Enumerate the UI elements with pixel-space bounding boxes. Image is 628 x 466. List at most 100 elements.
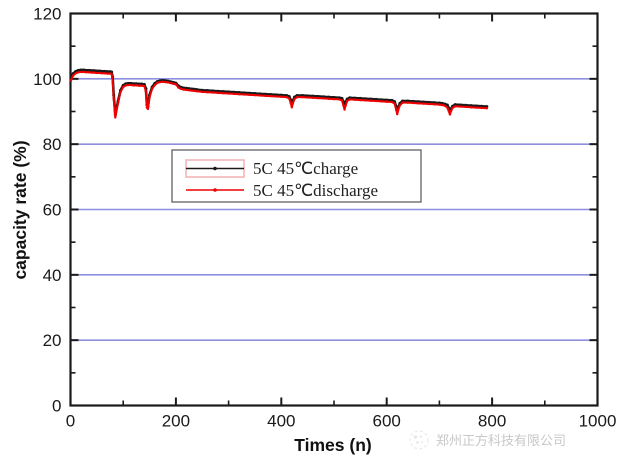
data-point	[201, 90, 204, 94]
data-point	[140, 84, 143, 87]
data-point	[290, 106, 294, 109]
data-point	[385, 100, 388, 103]
data-point	[440, 103, 444, 107]
data-point	[374, 99, 378, 103]
data-point	[119, 90, 122, 94]
data-point	[82, 70, 85, 74]
watermark: 郑州正方科技有限公司	[409, 430, 566, 450]
data-point	[77, 71, 80, 74]
data-point	[289, 102, 292, 105]
data-point	[193, 89, 196, 93]
y-tick-label-40: 40	[43, 266, 62, 285]
data-point	[111, 79, 114, 82]
data-point	[177, 86, 180, 89]
data-point	[90, 69, 94, 73]
data-point	[306, 96, 309, 99]
data-point	[158, 80, 162, 84]
data-point	[227, 92, 230, 95]
data-point	[345, 99, 349, 103]
y-axis-ticks	[70, 12, 598, 407]
data-point	[93, 71, 96, 74]
x-tick-label-400: 400	[267, 412, 295, 431]
data-point	[445, 103, 449, 107]
data-point	[132, 84, 135, 87]
data-point	[454, 105, 457, 108]
data-point	[164, 80, 167, 84]
data-point	[100, 69, 104, 73]
data-point	[87, 71, 91, 74]
data-point	[211, 91, 214, 94]
data-point	[161, 80, 164, 83]
data-point	[182, 88, 186, 91]
data-point	[187, 89, 191, 92]
data-point	[100, 72, 104, 75]
data-point	[259, 94, 262, 97]
data-point	[156, 81, 159, 84]
data-point	[127, 83, 130, 87]
data-point	[216, 91, 220, 95]
data-point	[174, 83, 178, 86]
data-point	[222, 92, 225, 95]
data-point	[397, 108, 400, 112]
data-point	[422, 102, 425, 105]
data-point	[148, 95, 151, 99]
data-point	[485, 107, 489, 110]
gridlines	[70, 78, 598, 341]
x-axis-ticks	[69, 13, 599, 406]
data-point	[114, 116, 117, 119]
data-point	[344, 104, 347, 107]
data-point	[103, 72, 106, 75]
data-point	[369, 99, 373, 102]
data-point	[316, 96, 320, 100]
data-point	[264, 94, 267, 98]
data-point	[116, 102, 120, 105]
data-point	[380, 100, 383, 103]
data-point	[103, 69, 107, 73]
data-point	[427, 102, 431, 106]
legend-marker-discharge	[213, 188, 217, 192]
data-point	[79, 68, 83, 72]
data-point	[106, 72, 109, 75]
data-point	[364, 99, 367, 102]
legend-entry-charge[interactable]: 5C 45℃charge	[185, 159, 358, 178]
data-point	[97, 69, 101, 73]
data-point	[401, 101, 404, 104]
series-discharge	[69, 70, 489, 119]
data-point	[76, 68, 80, 72]
data-point	[447, 110, 451, 113]
data-point	[327, 97, 330, 100]
data-point	[79, 70, 83, 74]
data-point	[124, 84, 128, 87]
data-point	[411, 101, 415, 105]
data-point	[153, 83, 157, 87]
y-tick-label-80: 80	[43, 135, 62, 154]
data-point	[84, 68, 88, 72]
data-point	[95, 69, 99, 73]
data-point	[288, 97, 291, 100]
data-point	[85, 71, 88, 74]
data-point	[237, 92, 241, 96]
data-point	[143, 84, 146, 88]
x-axis-tick-labels: 0 200 400 600 800 1000	[66, 412, 617, 431]
data-point	[166, 81, 170, 84]
x-tick-label-200: 200	[162, 412, 190, 431]
data-point	[417, 102, 420, 105]
x-tick-label-0: 0	[66, 412, 75, 431]
data-point	[90, 71, 93, 74]
data-point	[348, 98, 352, 101]
data-point	[172, 82, 175, 85]
data-point	[390, 100, 394, 104]
legend-label-discharge: 5C 45℃discharge	[253, 181, 378, 200]
data-point	[232, 92, 236, 96]
data-point	[146, 107, 150, 111]
data-point	[285, 95, 288, 99]
legend-entry-discharge[interactable]: 5C 45℃discharge	[186, 181, 378, 200]
data-point	[480, 106, 483, 110]
data-point	[112, 97, 115, 100]
chart-legend[interactable]: 5C 45℃charge 5C 45℃discharge	[171, 149, 422, 203]
data-point	[406, 101, 409, 104]
y-axis-title: capacity rate (%)	[10, 140, 30, 279]
data-point	[71, 74, 75, 77]
data-point	[280, 95, 283, 99]
data-point	[394, 108, 398, 112]
